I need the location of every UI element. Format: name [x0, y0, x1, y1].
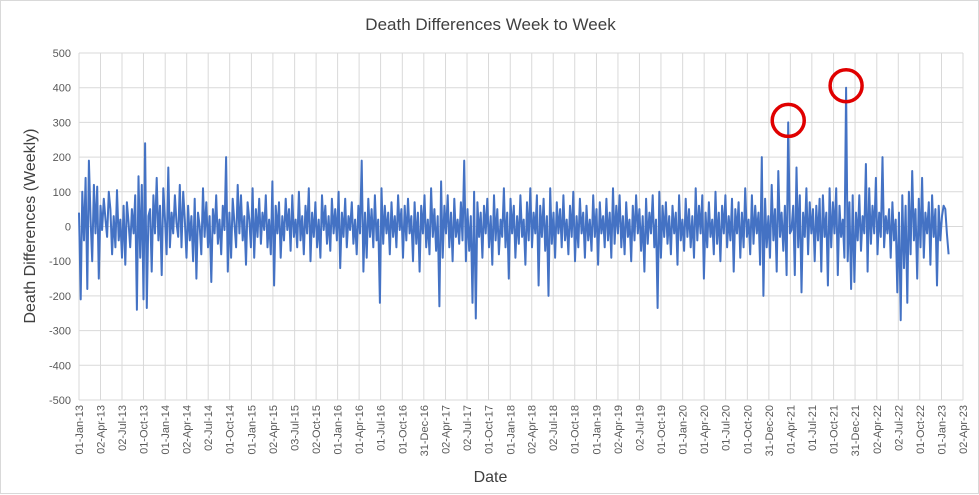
x-tick-label: 01-Jan-18 [505, 405, 517, 455]
x-tick-label: 02-Jul-17 [462, 405, 474, 451]
series-line [78, 86, 950, 322]
x-tick-label: 01-Oct-14 [225, 405, 237, 454]
x-tick-label: 01-Jan-19 [591, 405, 603, 455]
x-tick-label: 31-Dec-21 [850, 405, 862, 456]
x-tick-label: 01-Apr-16 [354, 405, 366, 454]
x-tick-label: 01-Jul-20 [721, 405, 733, 451]
x-tick-label: 01-Oct-21 [829, 405, 841, 454]
x-tick-label: 02-Apr-14 [182, 405, 194, 454]
y-tick-label: -400 [49, 360, 71, 372]
x-tick-label: 01-Oct-22 [915, 405, 927, 454]
x-tick-label: 01-Jul-16 [376, 405, 388, 451]
y-tick-label: -100 [49, 256, 71, 268]
x-tick-label: 02-Jul-18 [548, 405, 560, 451]
x-tick-label: 02-Apr-13 [95, 405, 107, 454]
x-tick-label: 01-Jan-20 [678, 405, 690, 455]
y-tick-label: 500 [53, 48, 71, 60]
x-tick-label: 03-Jul-15 [290, 405, 302, 451]
x-tick-label: 02-Jul-13 [117, 405, 129, 451]
x-tick-label: 02-Jul-14 [203, 405, 215, 451]
x-tick-label: 01-Jan-15 [246, 405, 258, 455]
highlight-circle [770, 102, 806, 139]
x-tick-label: 02-Apr-22 [872, 405, 884, 454]
y-tick-label: -200 [49, 291, 71, 303]
x-tick-label: 02-Apr-15 [268, 405, 280, 454]
x-axis-label: Date [473, 469, 508, 486]
x-tick-label: 01-Oct-17 [484, 405, 496, 454]
y-tick-label: 400 [53, 83, 71, 95]
x-tick-label: 01-Jan-14 [160, 405, 172, 455]
x-tick-label: 02-Apr-23 [958, 405, 970, 454]
chart-title: Death Differences Week to Week [365, 15, 616, 34]
x-tick-label: 01-Oct-16 [397, 405, 409, 454]
x-tick-label: 01-Oct-13 [138, 405, 150, 454]
x-tick-label: 01-Oct-18 [570, 405, 582, 454]
x-tick-label: 01-Oct-19 [656, 405, 668, 454]
x-tick-label: 31-Dec-16 [419, 405, 431, 456]
x-tick-label: 02-Oct-15 [311, 405, 323, 454]
y-tick-label: -500 [49, 395, 71, 407]
x-tick-label: 02-Apr-17 [441, 405, 453, 454]
x-tick-label: 01-Apr-21 [785, 405, 797, 454]
x-tick-label: 01-Jul-21 [807, 405, 819, 451]
y-tick-label: 100 [53, 187, 71, 199]
y-tick-label: -300 [49, 326, 71, 338]
y-tick-label: 300 [53, 117, 71, 129]
x-tick-label: 01-Oct-20 [742, 405, 754, 454]
x-tick-label: 31-Dec-20 [764, 405, 776, 456]
highlight-circle [828, 67, 864, 104]
x-tick-label: 02-Jul-22 [893, 405, 905, 451]
x-tick-label: 01-Jan-16 [333, 405, 345, 455]
x-tick-label: 01-Jan-13 [74, 405, 86, 455]
y-tick-label: 0 [65, 222, 71, 234]
y-tick-label: 200 [53, 152, 71, 164]
x-tick-label: 01-Jan-23 [937, 405, 949, 455]
x-tick-label: 01-Apr-20 [699, 405, 711, 454]
x-tick-label: 02-Jul-19 [634, 405, 646, 451]
x-tick-label: 02-Apr-19 [613, 405, 625, 454]
x-tick-label: 02-Apr-18 [527, 405, 539, 454]
